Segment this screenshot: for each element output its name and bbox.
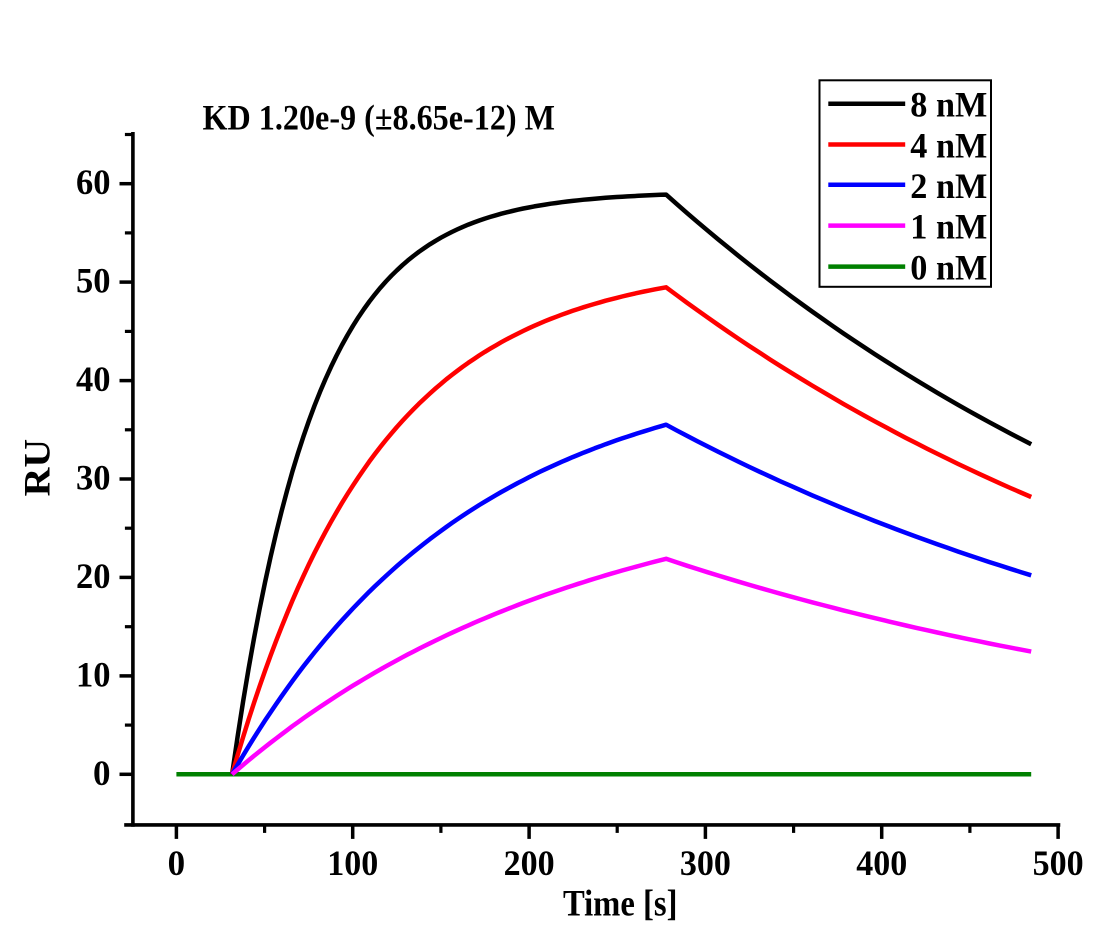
svg-text:8 nM: 8 nM [910, 85, 987, 125]
svg-text:60: 60 [76, 162, 111, 202]
svg-text:1 nM: 1 nM [910, 207, 987, 247]
svg-text:500: 500 [1033, 843, 1084, 883]
svg-text:20: 20 [76, 556, 111, 596]
svg-text:0 nM: 0 nM [910, 248, 987, 288]
svg-text:Time [s]: Time [s] [563, 883, 678, 924]
svg-text:0: 0 [168, 843, 186, 883]
svg-text:4 nM: 4 nM [910, 126, 987, 166]
svg-text:400: 400 [856, 843, 907, 883]
svg-text:KD 1.20e-9 (±8.65e-12) M: KD 1.20e-9 (±8.65e-12) M [203, 98, 556, 138]
svg-text:30: 30 [76, 458, 111, 498]
svg-text:2 nM: 2 nM [910, 166, 987, 206]
svg-text:0: 0 [93, 753, 111, 793]
svg-text:RU: RU [17, 439, 58, 497]
svg-text:40: 40 [76, 359, 111, 399]
svg-text:10: 10 [76, 654, 111, 694]
svg-text:200: 200 [504, 843, 555, 883]
svg-text:50: 50 [76, 261, 111, 301]
svg-text:100: 100 [327, 843, 378, 883]
svg-text:300: 300 [680, 843, 731, 883]
